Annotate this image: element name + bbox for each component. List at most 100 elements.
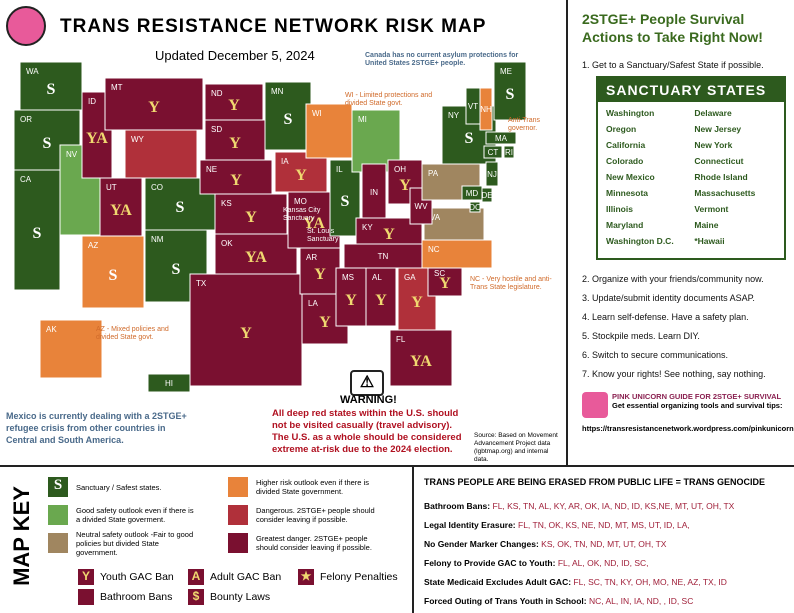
state-label: FL [396,335,406,344]
step: 4. Learn self-defense. Have a safety pla… [582,312,749,322]
state-label: MN [271,87,284,96]
symbol-icon: Y [78,569,94,585]
key-item: Greatest danger. 2STGE+ people should co… [228,533,408,553]
erasure-states: FL, SC, TN, KY, OH, MO, NE, AZ, TX, ID [573,577,727,587]
state-label: TX [196,279,207,288]
state-label: ND [211,89,223,98]
sanctuary-state: Maine [694,220,719,230]
state-label: TN [378,252,389,261]
key-title: MAP KEY [9,486,34,586]
state-label: ID [88,97,96,106]
sanctuary-state: California [606,140,646,150]
note: Mexico is currently dealing with a 2STGE… [6,411,187,445]
guide-url[interactable]: https://transresistancenetwork.wordpress… [582,424,794,433]
note: Kansas City Sanctuary [283,207,321,222]
state [389,329,453,387]
state-label: OK [221,239,233,248]
state-label: AZ [88,241,98,250]
state [39,319,103,379]
steps: 2. Organize with your friends/community … [582,270,794,384]
erasure-states: FL, TN, OK, KS, NE, ND, MT, MS, UT, ID, … [518,520,690,530]
key-symbols: Y Youth GAC Ban A Adult GAC Ban ★ Felony Pena… [78,569,408,605]
key-items: S Sanctuary / Safest states. Higher risk o… [48,477,408,557]
note: WI - Limited protections and divided Sta… [345,92,433,107]
state-label: IA [281,157,289,166]
symbol-label: Youth GAC Ban [100,571,174,583]
state [365,267,397,327]
erasure-title: TRANS PEOPLE ARE BEING ERASED FROM PUBLI… [424,477,765,487]
sanctuary-state: Delaware [694,108,732,118]
sanctuary-list: Washington Oregon California Colorado New Me… [598,102,784,258]
state-label: ME [500,67,512,76]
step: 7. Know your rights! See nothing, say no… [582,369,766,379]
state-label: IN [370,188,378,197]
step: 5. Stockpile meds. Learn DIY. [582,331,700,341]
actions-title: 2STGE+ People Survival Actions to Take R… [582,11,763,45]
erasure-row: Bathroom Bans: FL, KS, TN, AL, KY, AR, O… [424,497,790,516]
state [493,61,527,121]
symbol-label: Bathroom Bans [100,591,173,603]
sanctuary-state: New Mexico [606,172,655,182]
state [503,145,515,159]
warning-title: WARNING! [340,394,397,406]
key-symbol: ★ Felony Penalties [298,569,408,585]
state-label: CO [151,183,163,192]
logo [6,6,46,46]
erasure-label: Legal Identity Erasure: [424,520,516,530]
state-symbol: S [284,111,293,128]
state-symbol: S [43,135,52,152]
state-symbol: Y [228,97,240,114]
erasure-label: No Gender Marker Changes: [424,539,539,549]
step: 3. Update/submit identity documents ASAP… [582,293,755,303]
erasure-row: Forced Outing of Trans Youth in School: … [424,592,790,611]
key-swatch [228,505,248,525]
state-label: WY [131,135,145,144]
state-symbol: Y [319,314,331,331]
key-symbol: A Adult GAC Ban [188,569,298,585]
erasure-label: State Medicaid Excludes Adult GAC: [424,577,572,587]
state-label: AK [46,325,57,334]
state-label: SC [434,269,445,278]
key-item: Good safety outlook even if there is a d… [48,505,228,525]
key-item: S Sanctuary / Safest states. [48,477,228,497]
guide-title: PINK UNICORN GUIDE FOR 2STGE+ SURVIVAL [612,392,782,401]
actions-panel: 2STGE+ People Survival Actions to Take R… [566,0,794,465]
state-label: NV [66,150,78,159]
step: 2. Organize with your friends/community … [582,274,764,284]
state-symbol: Y [148,99,160,116]
state-label: MI [358,115,367,124]
state-label: CT [488,148,499,157]
state [19,61,83,111]
state-label: OR [20,115,32,124]
state-label: KS [221,199,232,208]
state [355,217,423,245]
state-symbol: S [341,193,350,210]
state-label: NJ [487,170,497,179]
key-label: Good safety outlook even if there is a d… [76,506,194,524]
state [485,161,499,187]
state-label: MA [495,134,508,143]
note: Anti-Trans governor. [508,117,541,132]
state [343,243,423,269]
key-swatch [228,533,248,553]
state-symbol: YA [303,215,325,232]
erasure-states: FL, AL, OK, ND, ID, SC, [557,558,649,568]
state-label: UT [106,183,117,192]
key-swatch [48,505,68,525]
state-symbol: S [33,225,42,242]
step: 6. Switch to secure communications. [582,350,729,360]
map: WA S OR S CA S NV ID YA MT Y WY UT YA CO S AZ S NM S ND Y SD Y N… [13,61,527,393]
state-label: LA [308,299,318,308]
title: TRANS RESISTANCE NETWORK RISK MAP [60,16,487,37]
state [335,267,367,327]
state [204,83,264,121]
erasure-states: NC, AL, IN, IA, ND, , ID, SC [588,596,694,606]
state [423,207,485,241]
note: Canada has no current asylum protections… [365,52,519,67]
state-label: MD [466,189,479,198]
key-label: Dangerous. 2STGE+ people should consider… [256,506,375,524]
key-label: Higher risk outlook even if there is div… [256,478,369,496]
state-label: WI [312,109,322,118]
state-symbol: YA [110,202,132,219]
source: Source: Based on Movement Advancement Pr… [474,432,558,463]
